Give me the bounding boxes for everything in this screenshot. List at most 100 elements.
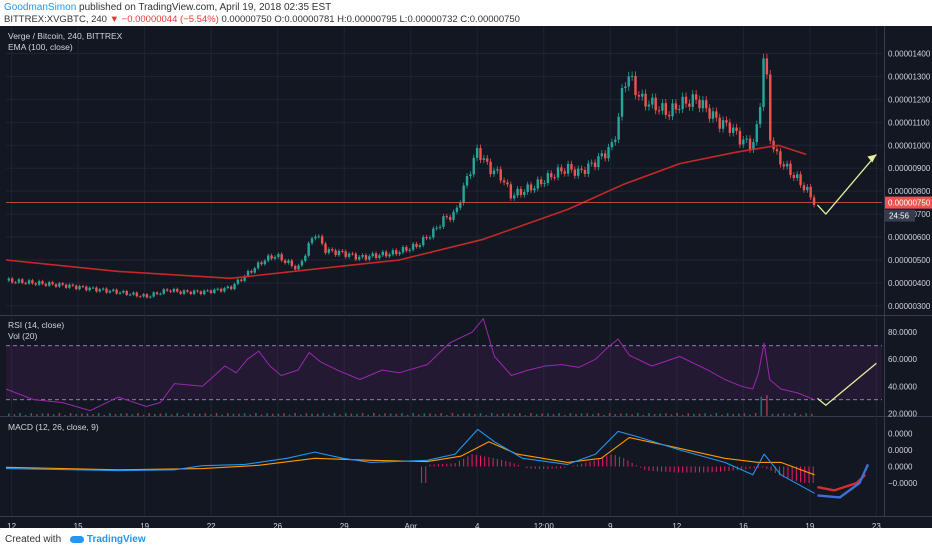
- candle: [122, 290, 125, 293]
- volume-bar: [648, 413, 650, 416]
- volume-bar: [417, 414, 420, 416]
- candle: [24, 282, 27, 284]
- volume-bar: [260, 414, 263, 416]
- candle: [529, 184, 533, 191]
- candle: [314, 236, 317, 239]
- candle: [536, 179, 539, 189]
- ema-line: [5, 144, 807, 280]
- volume-bar: [328, 414, 330, 416]
- volume-bar: [777, 413, 779, 416]
- x-tick-label: 9: [608, 522, 613, 528]
- candle: [681, 96, 684, 110]
- candle: [563, 171, 566, 174]
- volume-bar: [75, 414, 77, 416]
- volume-bar: [687, 413, 690, 416]
- candle: [381, 251, 384, 256]
- candle: [186, 290, 189, 292]
- volume-bar: [743, 413, 746, 416]
- candle: [496, 169, 499, 171]
- candle: [762, 58, 765, 108]
- y-tick-label: 0.00000300: [888, 302, 931, 311]
- candle: [199, 291, 203, 295]
- volume-bar: [670, 414, 673, 416]
- volume-bar: [193, 413, 195, 416]
- volume-bar: [389, 413, 392, 416]
- candle: [324, 243, 327, 253]
- macd-tick-label: 0.0000: [888, 446, 913, 455]
- candle: [51, 282, 54, 285]
- candle: [526, 184, 529, 192]
- volume-bar: [86, 413, 89, 416]
- footer: Created with TradingView: [0, 528, 932, 550]
- candle: [735, 127, 738, 131]
- candle: [192, 290, 196, 295]
- candle: [290, 260, 294, 267]
- y-tick-label: 0.00000800: [888, 187, 931, 196]
- candle: [422, 236, 425, 246]
- candle: [169, 290, 172, 292]
- candle: [671, 103, 674, 117]
- volume-bar: [788, 414, 791, 416]
- volume-bar: [681, 414, 684, 416]
- candle: [118, 292, 122, 294]
- volume-bar: [440, 413, 442, 416]
- candle: [293, 266, 297, 270]
- volume-bar: [479, 413, 482, 416]
- candle: [651, 97, 654, 105]
- volume-bar: [766, 395, 768, 416]
- candle: [10, 278, 14, 283]
- volume-bar: [294, 413, 296, 416]
- volume-bar: [423, 413, 426, 416]
- candle: [775, 149, 779, 152]
- volume-bar: [344, 413, 347, 416]
- candle: [176, 288, 179, 292]
- candle: [502, 180, 506, 183]
- volume-bar: [395, 413, 398, 416]
- candle: [135, 292, 139, 297]
- rsi-legend: RSI (14, close): [8, 320, 64, 330]
- candle: [68, 284, 71, 288]
- volume-bar: [131, 414, 134, 416]
- candle: [273, 257, 277, 259]
- candle: [71, 284, 75, 286]
- candle: [388, 254, 391, 257]
- volume-bar: [446, 414, 448, 416]
- volume-bar: [474, 414, 476, 416]
- candle: [577, 168, 580, 176]
- chart-svg[interactable]: 0.00001400 0.00001300 0.00001200 0.00001100…: [0, 26, 932, 531]
- candle: [334, 250, 337, 256]
- candle: [432, 228, 435, 238]
- volume-bar: [322, 413, 325, 416]
- candle: [243, 276, 246, 281]
- candle: [297, 265, 300, 270]
- candle: [223, 288, 226, 292]
- candle: [701, 100, 705, 109]
- candle: [583, 169, 587, 174]
- publication-header: GoodmanSimon published on TradingView.co…: [0, 0, 932, 26]
- y-tick-label: 0.00001000: [888, 141, 931, 150]
- candle: [364, 255, 368, 260]
- candle: [688, 103, 691, 107]
- symbol-line: BITTREX:XVGBTC, 240 ▼ −0.00000044 (−5.54…: [4, 14, 520, 25]
- chart-area[interactable]: 0.00001400 0.00001300 0.00001200 0.00001100…: [0, 26, 932, 531]
- y-tick-label: 0.00000900: [888, 164, 931, 173]
- tradingview-brand[interactable]: TradingView: [86, 534, 146, 545]
- volume-bar: [103, 414, 106, 416]
- candle: [438, 226, 442, 228]
- candle: [489, 161, 492, 175]
- candle: [37, 281, 41, 285]
- volume-bar: [749, 414, 751, 416]
- candle: [415, 243, 418, 247]
- candle: [472, 157, 475, 175]
- volume-bar: [794, 413, 796, 416]
- author-link[interactable]: GoodmanSimon: [4, 2, 77, 13]
- candle: [351, 253, 354, 255]
- volume-bar: [693, 413, 695, 416]
- volume-bar: [732, 413, 734, 416]
- projection-arrow: [816, 153, 877, 215]
- candle: [802, 185, 806, 191]
- candle: [796, 174, 799, 179]
- candle: [445, 216, 449, 218]
- candle: [7, 278, 11, 281]
- candle: [678, 109, 681, 111]
